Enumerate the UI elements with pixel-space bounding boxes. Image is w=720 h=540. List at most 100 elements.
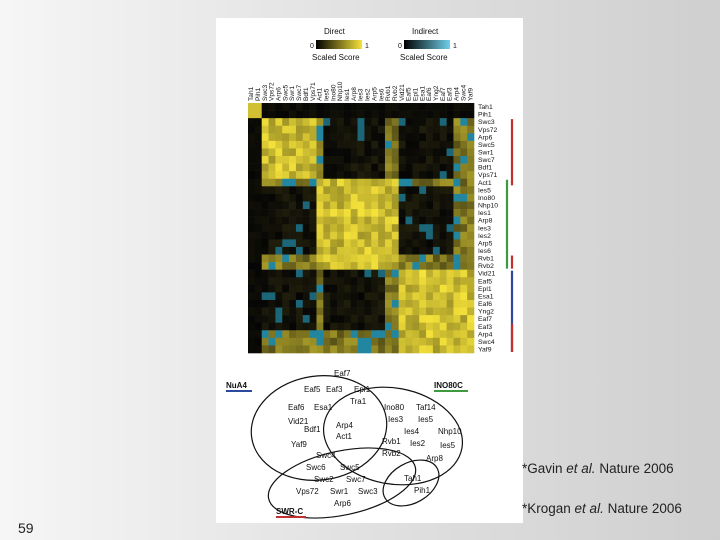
heatmap-cell (254, 239, 262, 248)
heatmap-cell (357, 269, 365, 278)
heatmap-cell (439, 239, 447, 248)
heatmap-cell (432, 315, 441, 323)
heatmap-cell (343, 148, 352, 157)
heatmap-cell (453, 171, 461, 180)
heatmap-cell (398, 148, 406, 157)
heatmap-cell (439, 201, 447, 210)
heatmap-cell (439, 103, 447, 111)
heatmap-cell (371, 103, 379, 111)
heatmap-cell (453, 156, 461, 164)
heatmap-cell (371, 209, 379, 217)
heatmap-cell (248, 140, 256, 149)
venn-protein-label: Swr1 (330, 487, 349, 496)
legend-indirect-title: Indirect (412, 27, 439, 36)
heatmap-cell (254, 224, 262, 233)
heatmap-cell (391, 178, 399, 187)
heatmap-cell (371, 125, 379, 134)
row-label: Arp8 (478, 218, 493, 225)
heatmap-cell (275, 156, 283, 164)
heatmap-cell (254, 156, 262, 164)
heatmap-cell (460, 133, 468, 142)
heatmap-cell (371, 201, 379, 210)
heatmap-cell (316, 315, 324, 323)
venn-protein-label: Ies5 (418, 415, 434, 424)
complex-bars (505, 119, 514, 352)
heatmap-cell (378, 315, 386, 323)
heatmap-cell (384, 307, 393, 316)
heatmap-cell (275, 224, 283, 233)
heatmap-cell (467, 246, 475, 255)
heatmap-cell (426, 201, 434, 210)
heatmap-cell (248, 133, 256, 142)
heatmap-cell (282, 231, 290, 240)
heatmap-cell (316, 231, 324, 240)
heatmap-cell (432, 322, 441, 331)
venn-protein-label: Eaf6 (288, 403, 305, 412)
row-label: Swc5 (478, 142, 495, 149)
heatmap-cell (364, 118, 372, 127)
heatmap-cell (426, 262, 434, 270)
heatmap-cell (357, 322, 365, 331)
heatmap-cell (282, 284, 290, 293)
venn-protein-label: Tah1 (404, 474, 422, 483)
heatmap-cell (467, 163, 475, 172)
column-label: Eaf3 (447, 87, 454, 101)
heatmap-cell (350, 277, 358, 286)
heatmap-cell (426, 163, 434, 172)
heatmap-cell (343, 118, 352, 127)
heatmap-cell (330, 337, 338, 346)
heatmap-cell (412, 337, 420, 346)
heatmap-cell (268, 110, 276, 119)
heatmap-cell (467, 125, 475, 134)
heatmap-cell (309, 201, 317, 210)
heatmap-cell (391, 322, 399, 331)
heatmap-cell (316, 186, 324, 195)
heatmap-cell (309, 239, 317, 248)
heatmap-cell (439, 193, 447, 202)
heatmap-cell (426, 156, 434, 164)
heatmap-cell (309, 254, 317, 263)
heatmap-cell (289, 186, 297, 195)
heatmap-cell (460, 140, 468, 149)
heatmap-cell (384, 140, 393, 149)
citation-gavin-etal: et al. (566, 461, 596, 476)
heatmap-cell (261, 330, 269, 339)
heatmap-cell (426, 148, 434, 157)
heatmap-cell (446, 216, 454, 225)
heatmap-cell (323, 125, 331, 134)
row-label: Swc7 (478, 157, 495, 164)
heatmap-cell (275, 133, 283, 142)
heatmap-cell (302, 178, 310, 187)
heatmap-cell (391, 110, 399, 119)
heatmap-cell (302, 224, 310, 233)
heatmap-cell (309, 186, 317, 195)
heatmap-cell (309, 246, 317, 255)
heatmap-cell (337, 337, 345, 346)
heatmap-cell (460, 216, 468, 225)
heatmap-cell (439, 224, 447, 233)
heatmap-cell (391, 292, 399, 301)
heatmap-cell (309, 322, 317, 331)
heatmap-cell (412, 118, 420, 127)
heatmap-cell (384, 299, 393, 308)
heatmap-cell (419, 254, 427, 263)
heatmap-cell (446, 201, 454, 210)
heatmap-cell (350, 209, 358, 217)
column-label: Ino80 (330, 84, 337, 101)
heatmap-cell (412, 216, 420, 225)
heatmap-cell (316, 178, 324, 187)
heatmap-cell (371, 148, 379, 157)
heatmap-cell (289, 292, 297, 301)
heatmap-cell (248, 231, 256, 240)
heatmap-cell (432, 269, 441, 278)
legend-direct-gradient (316, 40, 362, 49)
heatmap-cell (343, 103, 352, 111)
heatmap-cell (364, 315, 372, 323)
heatmap-cell (282, 337, 290, 346)
heatmap-cell (460, 178, 468, 187)
heatmap-cell (391, 307, 399, 316)
heatmap-cell (261, 103, 269, 111)
heatmap-cell (289, 307, 297, 316)
venn-protein-label: Esa1 (314, 403, 333, 412)
heatmap-cell (460, 322, 468, 331)
